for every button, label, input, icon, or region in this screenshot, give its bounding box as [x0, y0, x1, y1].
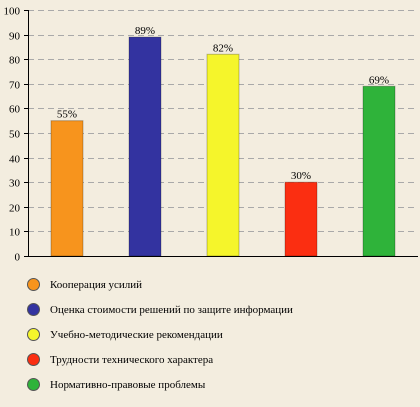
legend-swatch [27, 353, 40, 366]
data-label: 55% [57, 109, 77, 121]
legend-item: Кооперация усилий [27, 272, 293, 297]
y-tick-label: 80 [9, 55, 21, 67]
legend-swatch [27, 303, 40, 316]
data-label: 89% [135, 25, 155, 37]
legend-item: Оценка стоимости решений по защите инфор… [27, 297, 293, 322]
legend-label: Учебно-методические рекомендации [50, 328, 223, 341]
y-tick-label: 40 [9, 154, 21, 166]
y-axis: 0 10 20 30 40 50 60 70 80 90 100 [4, 6, 418, 264]
y-tick-label: 30 [9, 178, 21, 190]
legend-item: Трудности технического характера [27, 347, 293, 372]
bar [362, 85, 396, 257]
data-label: 69% [369, 74, 389, 86]
data-label: 30% [291, 170, 311, 182]
legend-label: Оценка стоимости решений по защите инфор… [50, 303, 293, 316]
y-tick-label: 60 [9, 104, 21, 116]
y-tick-label: 10 [9, 227, 21, 239]
legend-swatch [27, 278, 40, 291]
legend-label: Кооперация усилий [50, 278, 143, 291]
y-tick-label: 100 [4, 6, 21, 18]
y-tick-label: 50 [9, 129, 21, 141]
y-tick-label: 0 [15, 252, 21, 264]
legend-label: Трудности технического характера [50, 353, 214, 366]
bar [284, 181, 318, 257]
legend-label: Нормативно-правовые проблемы [50, 378, 206, 391]
legend: Кооперация усилий Оценка стоимости решен… [27, 272, 293, 397]
bar [206, 53, 240, 257]
data-label: 82% [213, 42, 233, 54]
y-tick-label: 20 [9, 203, 21, 215]
legend-swatch [27, 378, 40, 391]
y-tick-label: 70 [9, 80, 21, 92]
bar [128, 36, 162, 257]
legend-swatch [27, 328, 40, 341]
bars [50, 36, 396, 257]
bar-chart: 0 10 20 30 40 50 60 70 80 90 100 55% 89% 82% 30% 69% [4, 6, 418, 264]
data-labels: 55% 89% 82% 30% 69% [57, 25, 389, 182]
y-tick-label: 90 [9, 31, 21, 43]
bar [50, 120, 84, 257]
legend-item: Нормативно-правовые проблемы [27, 372, 293, 397]
legend-item: Учебно-методические рекомендации [27, 322, 293, 347]
